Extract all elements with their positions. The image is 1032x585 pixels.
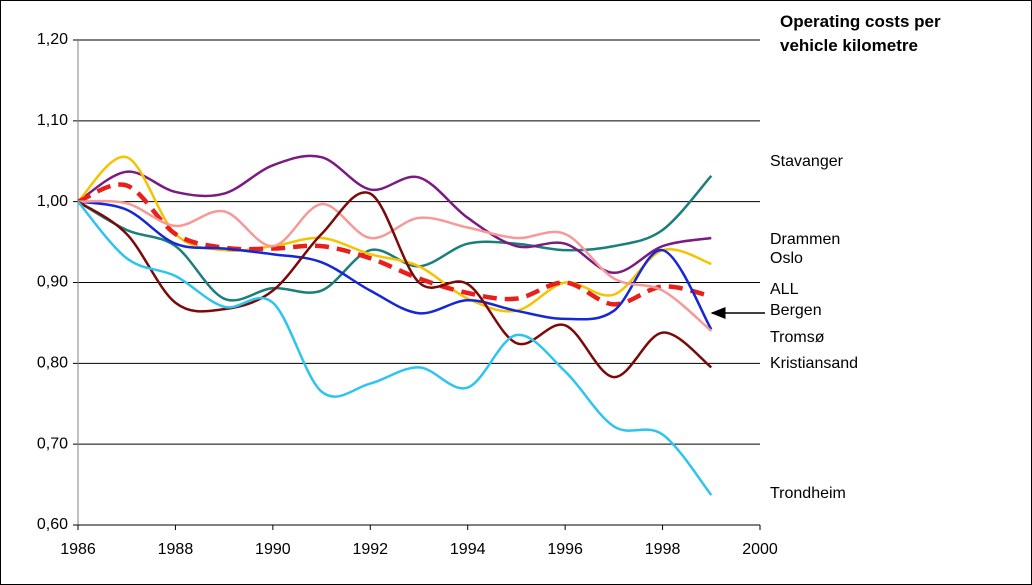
series-line — [77, 191, 713, 379]
x-tick-label: 1992 — [352, 541, 388, 558]
series-line — [77, 174, 713, 302]
series-label: Stavanger — [770, 153, 844, 170]
x-tick-label: 2000 — [742, 541, 778, 558]
x-tick-label: 1994 — [450, 541, 486, 558]
x-tick-label: 1986 — [60, 541, 96, 558]
series-line — [77, 182, 712, 307]
series-label: Kristiansand — [770, 355, 858, 372]
x-tick-label: 1988 — [158, 541, 194, 558]
series-label: Tromsø — [770, 329, 825, 346]
x-tick-label: 1996 — [547, 541, 583, 558]
y-tick-label: 1,10 — [37, 112, 68, 129]
x-tick-label: 1998 — [645, 541, 681, 558]
y-tick-label: 0,90 — [37, 274, 68, 291]
chart-title: Operating costs per vehicle kilometre — [780, 12, 941, 55]
series-label: ALL — [770, 281, 799, 298]
series-line — [77, 154, 712, 275]
series-label: Drammen — [770, 231, 840, 248]
series-line — [77, 199, 713, 332]
y-tick-label: 0,70 — [37, 435, 68, 452]
series-label: Oslo — [770, 250, 803, 267]
x-tick-label: 1990 — [255, 541, 291, 558]
y-tick-label: 0,60 — [37, 516, 68, 533]
y-tick-label: 0,80 — [37, 355, 68, 372]
series-line — [77, 200, 713, 496]
series-label: Trondheim — [770, 485, 846, 502]
series-line — [77, 200, 713, 331]
series-label: Bergen — [770, 302, 822, 319]
y-tick-label: 1,20 — [37, 31, 68, 48]
y-tick-label: 1,00 — [37, 193, 68, 210]
